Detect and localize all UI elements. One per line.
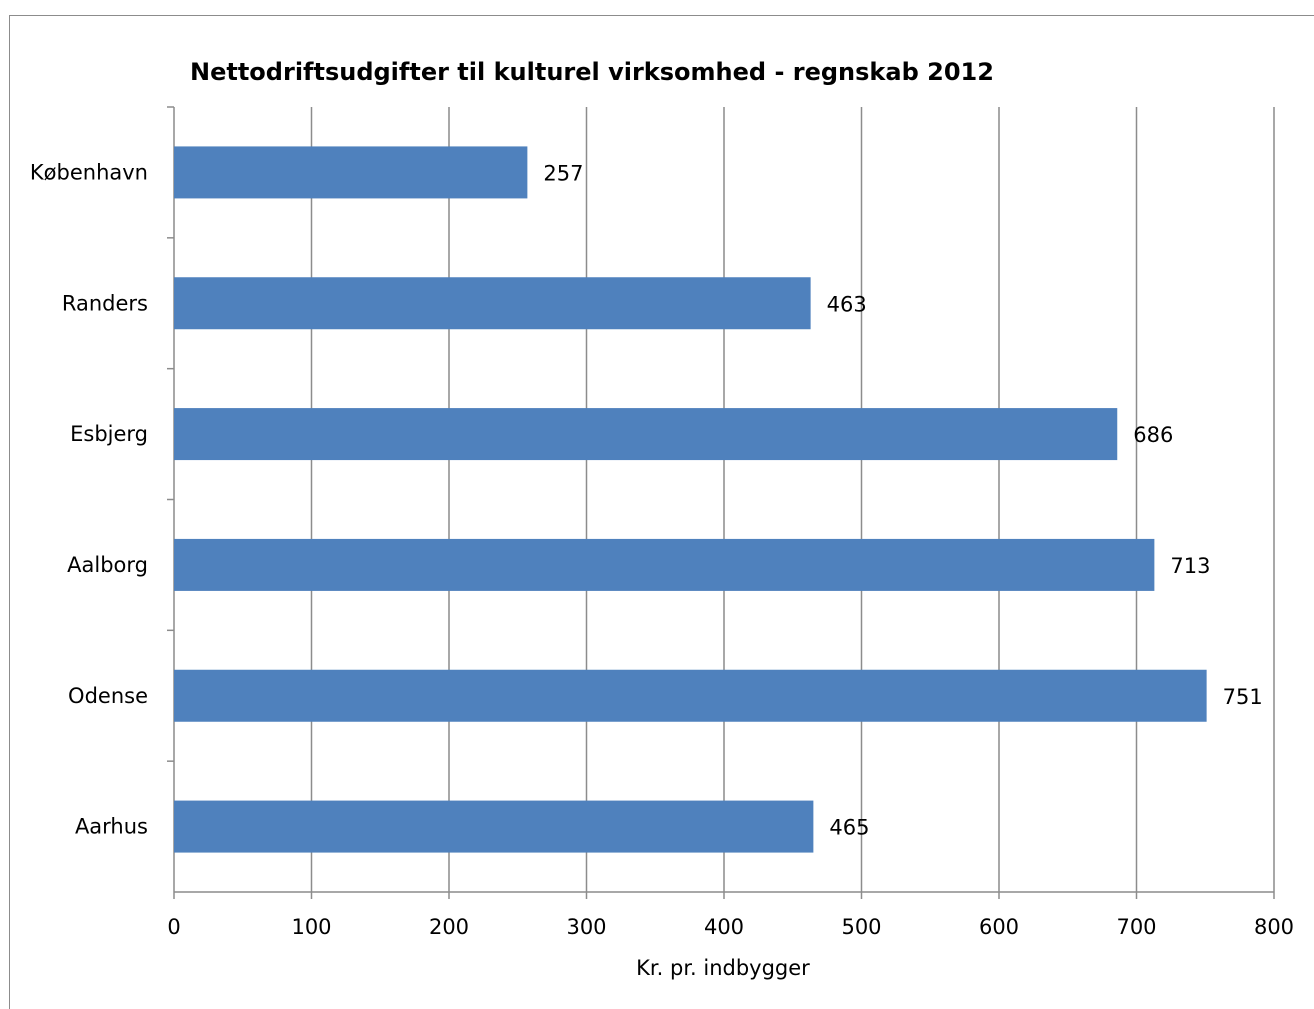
bar-Aarhus — [174, 800, 814, 853]
bar-Randers — [174, 277, 811, 330]
category-label-Aalborg: Aalborg — [67, 553, 148, 577]
data-label-Aalborg: 713 — [1170, 554, 1210, 578]
x-tick-label-500: 500 — [841, 915, 881, 939]
x-tick-label-600: 600 — [979, 915, 1019, 939]
data-label-Randers: 463 — [827, 292, 867, 316]
category-label-Randers: Randers — [62, 291, 148, 315]
data-label-Odense: 751 — [1223, 685, 1263, 709]
chart-frame — [9, 15, 1314, 1009]
category-label-Aarhus: Aarhus — [75, 815, 148, 839]
x-tick-labels: 0 100 200 300 400 500 600 700 800 — [167, 915, 1294, 939]
data-label-Esbjerg: 686 — [1133, 423, 1173, 447]
bar-Odense — [174, 669, 1207, 722]
category-label-Esbjerg: Esbjerg — [70, 422, 148, 446]
x-tick-label-800: 800 — [1254, 915, 1294, 939]
category-label-København: København — [30, 160, 148, 184]
bar-Esbjerg — [174, 408, 1118, 461]
x-tick-label-0: 0 — [167, 915, 180, 939]
bar-København — [174, 146, 528, 199]
x-axis-title: Kr. pr. indbygger — [636, 956, 810, 980]
x-tick-label-100: 100 — [291, 915, 331, 939]
data-labels: 257 463 686 713 751 465 — [543, 161, 1262, 839]
gridlines — [167, 106, 1275, 899]
bar-Aalborg — [174, 538, 1155, 591]
category-labels: København Randers Esbjerg Aalborg Odense Aarh… — [30, 160, 148, 838]
bars — [174, 146, 1207, 853]
x-tick-label-200: 200 — [429, 915, 469, 939]
category-label-Odense: Odense — [68, 684, 148, 708]
data-label-Aarhus: 465 — [829, 816, 869, 840]
x-tick-label-300: 300 — [566, 915, 606, 939]
chart-title: Nettodriftsudgifter til kulturel virksom… — [190, 58, 994, 86]
x-tick-label-400: 400 — [704, 915, 744, 939]
x-tick-label-700: 700 — [1116, 915, 1156, 939]
data-label-København: 257 — [543, 161, 583, 185]
